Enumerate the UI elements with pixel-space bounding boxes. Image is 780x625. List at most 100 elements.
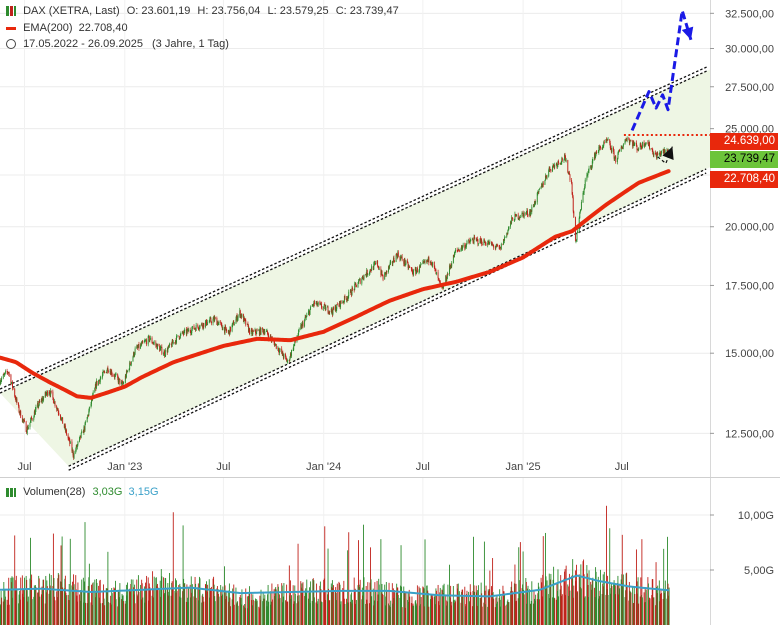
volume-bar: [363, 577, 365, 625]
volume-bar: [358, 587, 360, 625]
candle-body: [248, 328, 250, 332]
candle-body: [130, 361, 132, 365]
volume-bar: [304, 595, 306, 625]
candle-body: [140, 344, 142, 349]
volume-bar: [553, 597, 555, 625]
volume-bar: [216, 586, 218, 625]
candle-body: [629, 140, 631, 143]
candle-body: [372, 266, 374, 270]
volume-bar: [171, 581, 173, 625]
volume-bar: [19, 590, 21, 625]
volume-bar: [647, 583, 649, 625]
candle-body: [659, 152, 661, 154]
candle-body: [38, 401, 40, 406]
volume-bar: [659, 601, 661, 625]
volume-bar: [18, 594, 20, 625]
volume-bar: [494, 607, 496, 625]
candle-body: [7, 372, 9, 374]
volume-bar: [533, 590, 535, 625]
candle-body: [596, 151, 598, 153]
candle-body: [164, 351, 166, 356]
volume-bar: [90, 602, 92, 625]
volume-bar: [38, 578, 40, 625]
volume-bar: [71, 585, 73, 625]
volume-bar: [305, 593, 307, 625]
candle-body: [404, 264, 406, 266]
candle-body: [638, 149, 640, 151]
candle-body: [390, 261, 392, 263]
candle-body: [620, 147, 622, 152]
volume-bar: [548, 594, 550, 625]
volume-bar: [338, 581, 340, 625]
candle-body: [409, 266, 411, 268]
candle-body: [367, 274, 369, 275]
candle-body: [46, 391, 48, 396]
volume-bar: [601, 594, 603, 625]
candle-body: [495, 247, 497, 248]
candle-body: [155, 344, 157, 346]
candle-body: [510, 221, 512, 227]
volume-bar: [624, 597, 626, 625]
candle-body: [180, 333, 182, 335]
volume-bar: [21, 575, 23, 625]
volume-bar: [124, 603, 126, 625]
candle-body: [118, 378, 120, 383]
candle-body: [553, 165, 555, 168]
candle-body: [580, 209, 582, 211]
candle-body: [358, 279, 360, 281]
candle-body: [664, 151, 666, 153]
projection-black-arrowhead: [662, 146, 674, 160]
volume-bar: [235, 587, 237, 625]
candle-body: [184, 329, 186, 331]
candle-body: [595, 153, 597, 159]
volume-bar: [96, 582, 98, 625]
volume-bar: [133, 587, 134, 625]
volume-bar: [26, 590, 28, 625]
candle-body: [374, 262, 376, 264]
volume-bar: [392, 603, 394, 625]
candle-body: [159, 345, 161, 352]
volume-bar: [422, 587, 424, 625]
volume-bar: [330, 583, 332, 625]
candle-body: [403, 259, 405, 264]
candle-body: [56, 408, 58, 410]
volume-bar: [119, 583, 121, 625]
volume-bar: [191, 592, 193, 625]
volume-bar: [453, 600, 455, 625]
candle-body: [274, 344, 276, 347]
volume-bar: [377, 594, 379, 625]
candle-body: [245, 320, 247, 325]
candle-body: [343, 301, 345, 303]
volume-bar: [267, 584, 269, 625]
candle-body: [260, 327, 261, 335]
volume-bar: [443, 583, 445, 625]
candle-body: [469, 240, 471, 243]
candle-body: [453, 252, 455, 258]
volume-bar: [368, 603, 370, 625]
volume-bar: [155, 577, 157, 625]
volume-bar: [25, 575, 27, 625]
volume-bar: [118, 591, 120, 625]
candle-body: [54, 401, 55, 404]
candle-body: [357, 283, 359, 288]
volume-bar: [475, 585, 477, 625]
candle-body: [21, 417, 23, 422]
candle-body: [401, 256, 403, 258]
candle-body: [111, 370, 113, 375]
candle-body: [193, 326, 195, 330]
candle-body: [495, 244, 497, 248]
volume-bar: [560, 585, 562, 625]
volume-bar: [598, 596, 600, 625]
candle-body: [333, 307, 334, 310]
volume-bar: [290, 598, 292, 625]
candle-body: [557, 160, 559, 165]
candle-body: [491, 243, 493, 246]
volume-bar: [227, 590, 229, 625]
candle-body: [456, 249, 458, 251]
volume-bar: [12, 577, 14, 625]
candle-body: [476, 238, 478, 240]
candle-body: [641, 142, 643, 148]
candle-body: [452, 255, 454, 264]
volume-bar: [7, 590, 9, 625]
candle-body: [134, 353, 136, 356]
